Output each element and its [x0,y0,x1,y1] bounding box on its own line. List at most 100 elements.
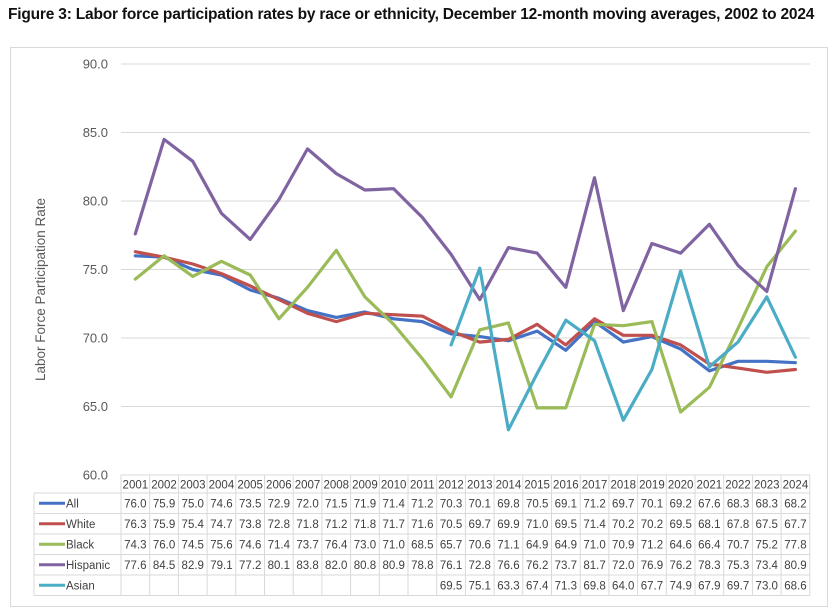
data-label: 81.7 [583,560,605,572]
data-label: 71.5 [325,499,347,511]
data-label: 70.5 [440,519,462,531]
data-label: 70.9 [612,540,634,552]
data-label: 69.8 [583,581,605,593]
data-label: 69.2 [669,499,691,511]
data-label: 69.8 [497,499,519,511]
data-label: 72.9 [268,499,290,511]
data-label: 68.6 [784,581,806,593]
data-label: 71.0 [382,540,404,552]
data-label: 73.7 [296,540,318,552]
x-tick-label: 2021 [697,480,723,492]
data-label: 71.1 [497,540,519,552]
x-tick-label: 2003 [180,480,206,492]
data-label: 69.9 [497,519,519,531]
data-label: 83.8 [296,560,318,572]
data-label: 68.2 [784,499,806,511]
x-tick-label: 2017 [582,480,608,492]
y-axis-title: Labor Force Participation Rate [33,198,48,381]
data-label: 70.3 [440,499,462,511]
y-tick-label: 80.0 [83,194,108,209]
data-label: 69.5 [440,581,462,593]
x-tick-label: 2008 [323,480,349,492]
data-label: 71.4 [583,519,606,531]
data-label: 76.2 [526,560,548,572]
data-label: 76.6 [497,560,519,572]
x-tick-label: 2011 [410,480,435,492]
y-tick-label: 70.0 [83,331,108,346]
data-label: 71.0 [583,540,605,552]
data-label: 77.6 [124,560,146,572]
data-label: 77.2 [239,560,261,572]
data-label: 70.2 [641,519,663,531]
series-line-black [133,229,798,414]
data-label: 84.5 [153,560,175,572]
data-label: 71.7 [382,519,404,531]
series-line-asian [449,266,798,432]
data-label: 73.5 [239,499,261,511]
data-label: 71.4 [268,540,291,552]
data-label: 67.4 [526,581,549,593]
series-lines [133,137,798,432]
data-label: 68.3 [727,499,749,511]
legend-label: Asian [66,581,95,593]
data-label: 77.8 [784,540,806,552]
data-label: 69.7 [727,581,749,593]
data-label: 82.0 [325,560,347,572]
data-label: 70.6 [469,540,491,552]
data-label: 67.8 [727,519,749,531]
data-label: 76.2 [669,560,691,572]
x-tick-label: 2013 [467,480,493,492]
data-label: 66.4 [698,540,721,552]
data-label: 67.7 [784,519,806,531]
data-label: 79.1 [210,560,232,572]
data-label: 74.5 [182,540,204,552]
x-tick-label: 2019 [639,480,665,492]
data-label: 75.9 [153,519,175,531]
data-label: 76.4 [325,540,348,552]
data-label: 74.9 [669,581,691,593]
data-label: 73.8 [239,519,261,531]
x-tick-label: 2001 [123,480,149,492]
legend-label: All [66,499,79,511]
data-label: 70.1 [641,499,663,511]
data-label: 69.5 [555,519,577,531]
data-label: 75.6 [210,540,232,552]
data-label: 64.0 [612,581,634,593]
data-label: 68.5 [411,540,433,552]
data-label: 69.5 [669,519,691,531]
y-tick-label: 60.0 [83,468,108,483]
data-label: 70.2 [612,519,634,531]
data-label: 75.1 [469,581,491,593]
x-tick-label: 2012 [438,480,464,492]
data-label: 74.6 [239,540,261,552]
table-row-white: White 76.3 75.9 75.4 74.7 73.8 72.8 71.8 71.2 71.… [39,519,807,531]
data-label: 70.5 [526,499,548,511]
table-row-asian: Asian 69.5 75.1 63.3 67.4 71.3 69.8 64.0 67.7 74.… [39,581,807,593]
data-label: 65.7 [440,540,462,552]
y-tick-label: 85.0 [83,125,108,140]
data-label: 71.4 [382,499,405,511]
y-tick-label: 75.0 [83,262,108,277]
data-label: 71.2 [325,519,347,531]
x-tick-label: 2022 [725,480,751,492]
x-tick-label: 2004 [209,480,235,492]
data-label: 74.6 [210,499,232,511]
data-label: 68.1 [698,519,720,531]
data-label: 68.3 [756,499,778,511]
data-label: 71.2 [411,499,433,511]
x-tick-label: 2018 [610,480,636,492]
data-label: 71.9 [354,499,376,511]
data-label: 76.3 [124,519,146,531]
data-label: 71.8 [296,519,318,531]
data-label: 67.5 [756,519,778,531]
data-label: 69.7 [612,499,634,511]
data-label: 71.0 [526,519,548,531]
table-row-hispanic: Hispanic 77.6 84.5 82.9 79.1 77.2 80.1 83.8 82.0… [39,560,807,572]
data-label: 74.3 [124,540,146,552]
data-label: 64.9 [555,540,577,552]
data-label: 80.8 [354,560,376,572]
data-label: 74.7 [210,519,232,531]
gridlines [121,63,810,407]
data-label: 72.0 [612,560,634,572]
